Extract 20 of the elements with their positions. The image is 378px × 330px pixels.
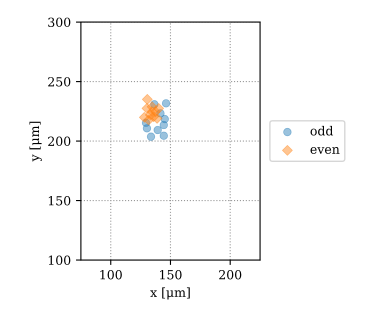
x-tick-label: 150: [160, 270, 182, 280]
legend-label: even: [310, 147, 340, 154]
point: [154, 126, 162, 134]
y-axis-title: y [μm]: [29, 122, 42, 162]
y-tick-label: 150: [48, 196, 70, 206]
y-tick-label: 200: [48, 136, 70, 146]
point: [146, 132, 156, 141]
x-tick-label: 100: [100, 270, 122, 280]
point: [153, 103, 164, 114]
y-tick-label: 300: [48, 18, 70, 28]
point: [160, 120, 168, 130]
point: [162, 99, 170, 108]
point: [146, 106, 158, 118]
x-tick-label: 200: [219, 270, 242, 280]
legend-label: odd: [310, 126, 334, 136]
point: [160, 132, 168, 140]
y-tick-label: 100: [48, 256, 70, 265]
y-tick-label: 250: [48, 77, 70, 87]
point: [142, 94, 153, 105]
x-axis-title: x [μm]: [150, 287, 190, 300]
